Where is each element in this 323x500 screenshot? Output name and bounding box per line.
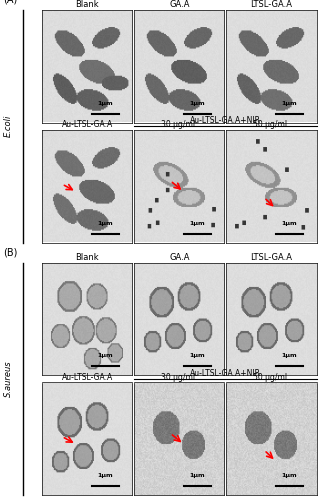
Text: S.aureus: S.aureus: [4, 360, 13, 397]
Text: 1μm: 1μm: [282, 353, 297, 358]
Text: 1μm: 1μm: [282, 220, 297, 226]
Title: LTSL-GA.A: LTSL-GA.A: [250, 0, 292, 9]
Text: E.coli: E.coli: [4, 115, 13, 138]
Text: 1μm: 1μm: [282, 100, 297, 105]
Text: 1μm: 1μm: [98, 473, 113, 478]
Title: 50 μg/mL: 50 μg/mL: [253, 120, 289, 129]
Text: 1μm: 1μm: [98, 100, 113, 105]
Title: Au-LTSL-GA.A: Au-LTSL-GA.A: [62, 372, 113, 382]
Title: Blank: Blank: [75, 252, 99, 262]
Text: 1μm: 1μm: [190, 473, 205, 478]
Text: 1μm: 1μm: [190, 353, 205, 358]
Title: 50 μg/mL: 50 μg/mL: [253, 372, 289, 382]
Title: 30 μg/mL: 30 μg/mL: [161, 372, 197, 382]
Title: GA.A: GA.A: [169, 0, 190, 9]
Title: Au-LTSL-GA.A: Au-LTSL-GA.A: [62, 120, 113, 129]
Text: (A): (A): [3, 0, 17, 5]
Text: Au-LTSL-GA.A+NIR: Au-LTSL-GA.A+NIR: [190, 368, 261, 378]
Text: 1μm: 1μm: [282, 473, 297, 478]
Text: 1μm: 1μm: [190, 220, 205, 226]
Title: 30 μg/mL: 30 μg/mL: [161, 120, 197, 129]
Title: Blank: Blank: [75, 0, 99, 9]
Title: GA.A: GA.A: [169, 252, 190, 262]
Text: (B): (B): [3, 248, 18, 258]
Text: 1μm: 1μm: [98, 353, 113, 358]
Title: LTSL-GA.A: LTSL-GA.A: [250, 252, 292, 262]
Text: 1μm: 1μm: [98, 220, 113, 226]
Text: Au-LTSL-GA.A+NIR: Au-LTSL-GA.A+NIR: [190, 116, 261, 125]
Text: 1μm: 1μm: [190, 100, 205, 105]
